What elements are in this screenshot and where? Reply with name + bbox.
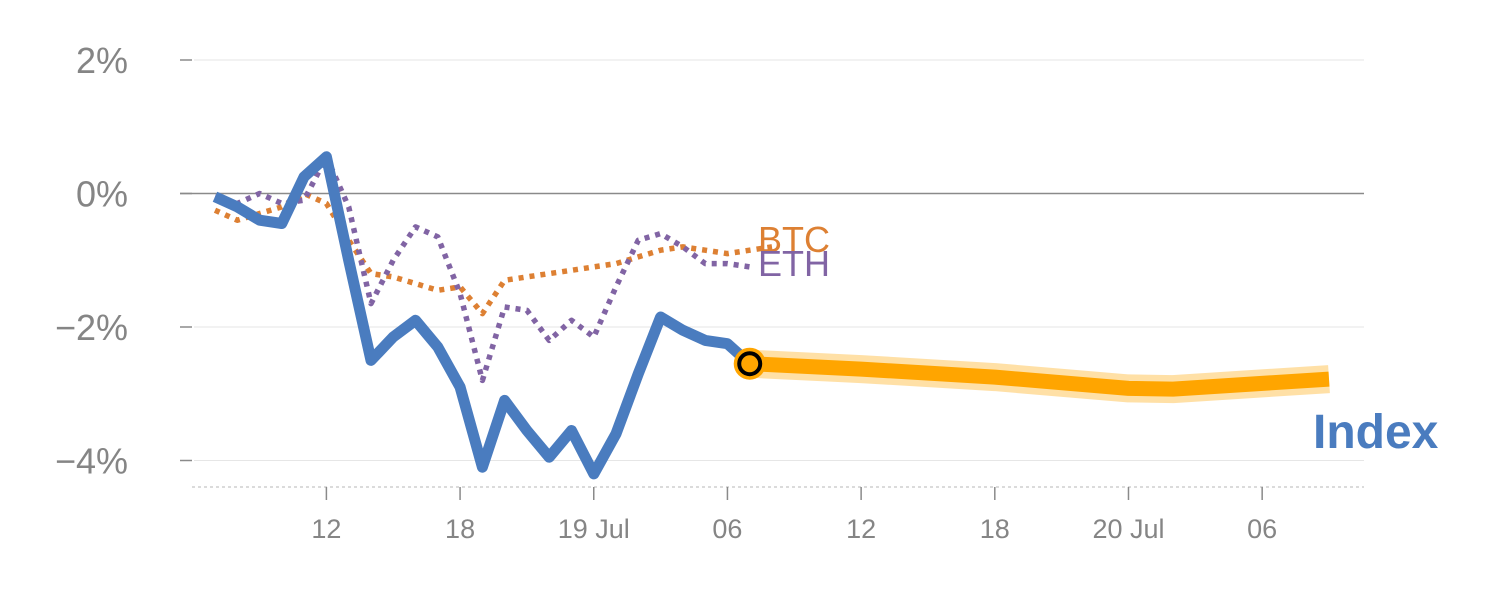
index-line: [212, 151, 754, 480]
grid-layer: [180, 59, 1364, 488]
y-tick-label-2: −2%: [55, 307, 128, 348]
y-tick-label-0: 2%: [76, 40, 128, 81]
x-tick-label-3: 06: [712, 514, 742, 544]
x-tick-label-0: 12: [311, 514, 341, 544]
eth-series-label: ETH: [758, 243, 830, 284]
marker-layer: [733, 347, 766, 380]
x-tick-label-5: 18: [980, 514, 1010, 544]
eth-line: [214, 154, 751, 384]
index-series-label: Index: [1313, 406, 1439, 459]
x-axis-ticks: 12 18 19 Jul 06 12 18 20 Jul 06: [311, 487, 1277, 544]
series-layer: [212, 151, 1330, 480]
btc-series-label: BTC: [758, 219, 830, 260]
btc-line: [213, 190, 773, 317]
forecast-marker-inner: [737, 351, 763, 377]
y-tick-label-1: 0%: [76, 174, 128, 215]
x-tick-label-2: 19 Jul: [558, 514, 630, 544]
index-forecast-line: [749, 356, 1330, 397]
y-axis-ticks: 2% 0% −2% −4%: [55, 40, 128, 482]
x-tick-label-1: 18: [445, 514, 475, 544]
x-tick-label-4: 12: [846, 514, 876, 544]
y-tick-label-3: −4%: [55, 441, 128, 482]
x-tick-label-7: 06: [1247, 514, 1277, 544]
x-tick-label-6: 20 Jul: [1092, 514, 1164, 544]
